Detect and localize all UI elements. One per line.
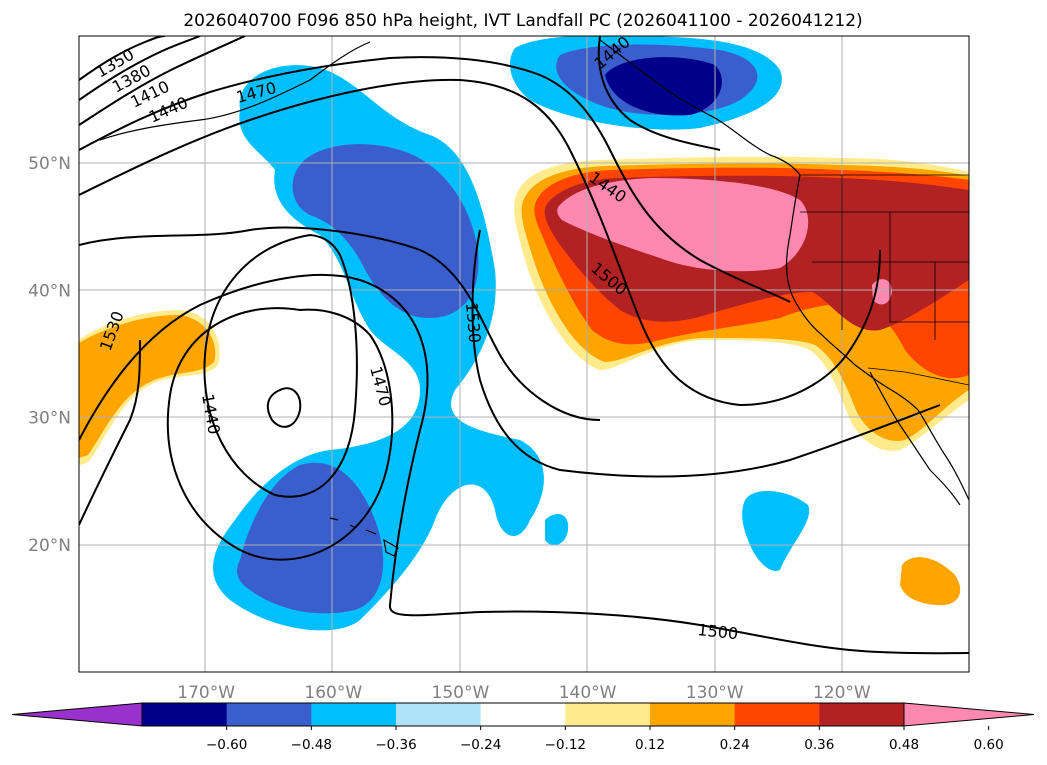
neg-shade-offshore-baja xyxy=(742,490,810,571)
lon-tick-label: 130°W xyxy=(686,683,744,703)
lon-tick-label: 160°W xyxy=(304,683,362,703)
colorbar-tick-label: 0.24 xyxy=(720,737,750,753)
coast-hawaii xyxy=(329,517,399,557)
gridlines xyxy=(79,36,969,672)
coastlines xyxy=(99,39,969,557)
lat-tick-label: 40°N xyxy=(28,281,71,301)
colorbar-bin xyxy=(734,703,820,726)
height-contours xyxy=(79,36,969,655)
neg-shade-alaska-core xyxy=(605,57,722,116)
lat-tick-label: 20°N xyxy=(28,536,71,556)
colorbar-tick-label: 0.12 xyxy=(635,737,665,753)
pos-shade-mexico xyxy=(900,557,961,606)
ivt-shading xyxy=(79,36,969,631)
colorbar-tick-label: −0.12 xyxy=(545,737,586,753)
contour-1380 xyxy=(79,36,201,101)
colorbar-bin xyxy=(819,703,905,726)
contour-1440-alaska xyxy=(597,36,721,151)
contour-low-center xyxy=(266,387,302,428)
lat-axis: 20°N 30°N 40°N 50°N xyxy=(28,154,71,556)
colorbar-tick-label: −0.48 xyxy=(291,737,332,753)
colorbar-bin xyxy=(396,703,482,726)
neg-shade-pacific-core-south xyxy=(237,462,384,614)
pos-shade-plume-pink xyxy=(557,178,809,272)
map-panel: 1350 1380 1410 1440 1470 1530 1440 1470 … xyxy=(78,32,970,673)
border-states xyxy=(800,175,969,340)
colorbar-extend-high xyxy=(903,702,1035,727)
colorbar-bin xyxy=(480,703,566,726)
lon-tick-label: 170°W xyxy=(177,683,235,703)
neg-shade-hawaii-isle xyxy=(545,514,569,546)
contour-1440-low-ring xyxy=(203,233,358,498)
coast-west-us xyxy=(785,174,969,501)
coast-baja-gulf xyxy=(869,371,961,506)
contour-1410 xyxy=(79,36,246,126)
colorbar-bin xyxy=(650,703,736,726)
lat-tick-label: 50°N xyxy=(28,154,71,174)
colorbar-bin xyxy=(565,703,651,726)
colorbar-tick-label: 0.48 xyxy=(889,737,919,753)
colorbar-extend-low xyxy=(11,702,143,727)
contour-label: 1500 xyxy=(697,620,739,643)
contour-label: 1530 xyxy=(462,302,484,344)
contour-1440-north xyxy=(79,56,791,303)
colorbar: −0.60 −0.48 −0.36 −0.24 −0.12 0.12 0.24 0.36 0.4… xyxy=(11,702,1035,753)
lon-axis: 170°W 160°W 150°W 140°W 130°W 120°W xyxy=(177,683,871,703)
colorbar-tick-label: −0.24 xyxy=(460,737,501,753)
neg-shade-pacific-core-north xyxy=(292,144,479,318)
lon-tick-label: 150°W xyxy=(432,683,490,703)
contour-1470-low-ring xyxy=(166,307,394,561)
map-frame xyxy=(78,35,970,673)
coast-alaska xyxy=(99,39,801,176)
colorbar-bin xyxy=(142,703,228,726)
contour-1350 xyxy=(79,36,166,81)
contour-1530-east xyxy=(471,229,941,478)
border-us-mexico xyxy=(867,367,969,386)
lon-tick-label: 140°W xyxy=(559,683,617,703)
colorbar-tick-label: 0.60 xyxy=(974,737,1004,753)
contour-1470-north xyxy=(79,78,881,407)
colorbar-frame xyxy=(141,702,905,727)
contour-1500-south xyxy=(79,339,141,526)
contour-1530-west xyxy=(79,274,969,655)
pos-shade-subtropics-west-orange xyxy=(79,315,216,458)
colorbar-bin xyxy=(311,703,397,726)
lat-tick-label: 30°N xyxy=(28,409,71,429)
colorbar-tick-label: −0.36 xyxy=(375,737,416,753)
figure-title: 2026040700 F096 850 hPa height, IVT Land… xyxy=(183,11,862,31)
colorbar-tick-label: −0.60 xyxy=(206,737,247,753)
colorbar-tick-label: 0.36 xyxy=(804,737,834,753)
lon-tick-label: 120°W xyxy=(813,683,871,703)
colorbar-bin xyxy=(226,703,312,726)
contour-1500-arc xyxy=(79,226,601,421)
